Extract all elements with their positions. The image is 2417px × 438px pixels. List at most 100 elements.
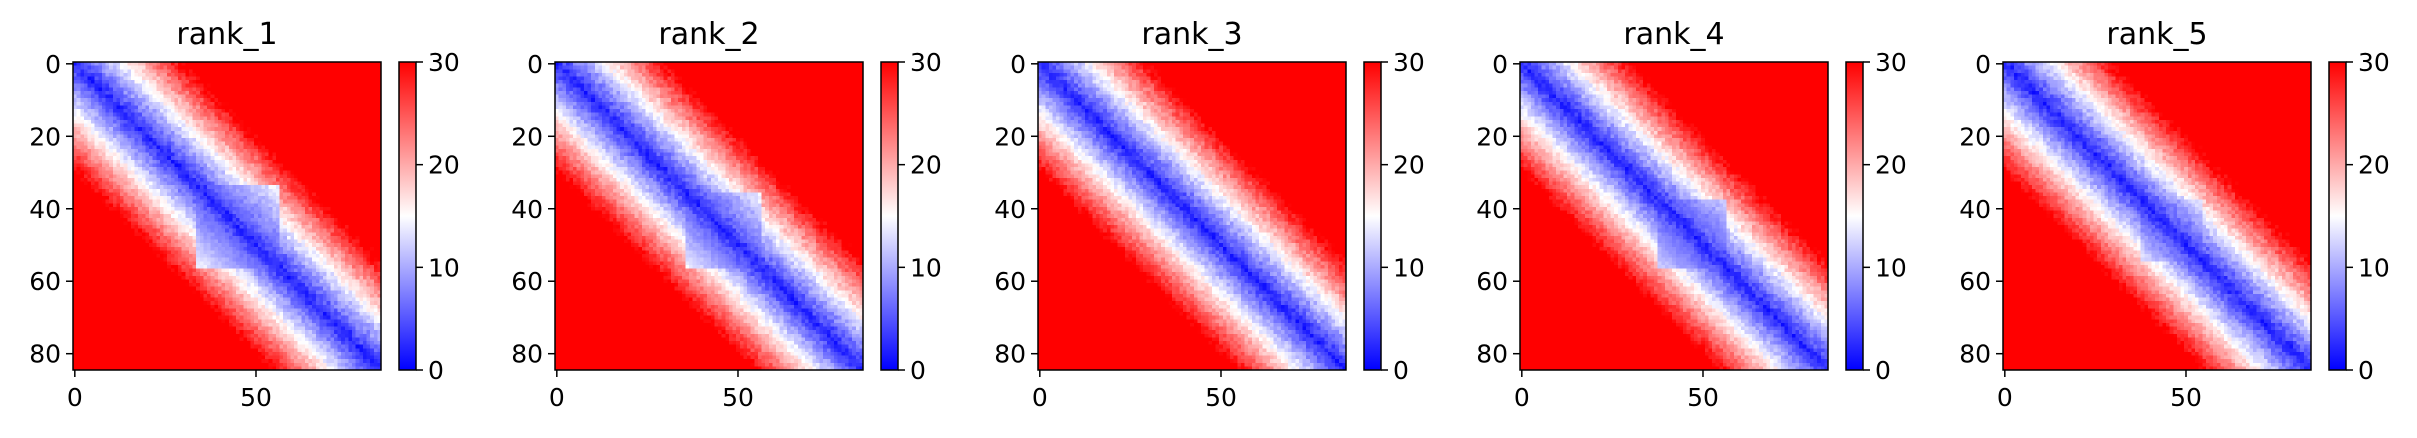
heatmap-cell: [243, 109, 247, 113]
heatmap-cell: [323, 236, 327, 240]
heatmap-cell: [185, 167, 189, 171]
heatmap-cell: [363, 225, 367, 229]
heatmap-cell: [287, 225, 291, 229]
heatmap-cell: [323, 124, 327, 128]
heatmap-cell: [80, 69, 84, 73]
heatmap-cell: [218, 84, 222, 88]
heatmap-cell: [222, 116, 226, 120]
heatmap-cell: [269, 182, 273, 186]
heatmap-cell: [142, 247, 146, 251]
heatmap-cell: [124, 116, 128, 120]
heatmap-cell: [135, 236, 139, 240]
heatmap-cell: [334, 116, 338, 120]
heatmap-cell: [352, 124, 356, 128]
heatmap-cell: [269, 80, 273, 84]
heatmap-cell: [283, 185, 287, 189]
heatmap-cell: [98, 189, 102, 193]
heatmap-cell: [323, 145, 327, 149]
heatmap-cell: [131, 254, 135, 258]
heatmap-cell: [247, 240, 251, 244]
heatmap-cell: [374, 203, 378, 207]
heatmap-cell: [251, 221, 255, 225]
heatmap-cell: [203, 84, 207, 88]
heatmap-cell: [127, 167, 131, 171]
heatmap-cell: [280, 120, 284, 124]
heatmap-cell: [287, 66, 291, 70]
heatmap-cell: [370, 200, 374, 204]
heatmap-cell: [251, 182, 255, 186]
heatmap-cell: [258, 98, 262, 102]
heatmap-cell: [214, 91, 218, 95]
heatmap-cell: [236, 218, 240, 222]
heatmap-cell: [203, 225, 207, 229]
heatmap-cell: [138, 243, 142, 247]
heatmap-cell: [356, 232, 360, 236]
heatmap-cell: [98, 109, 102, 113]
heatmap-cell: [203, 113, 207, 117]
heatmap-cell: [211, 105, 215, 109]
heatmap-cell: [243, 113, 247, 117]
heatmap-cell: [222, 127, 226, 131]
heatmap-cell: [359, 232, 363, 236]
heatmap-cell: [258, 247, 262, 251]
heatmap-cell: [193, 98, 197, 102]
heatmap-cell: [265, 105, 269, 109]
heatmap-cell: [160, 178, 164, 182]
heatmap-cell: [367, 200, 371, 204]
heatmap-cell: [352, 207, 356, 211]
heatmap-cell: [283, 167, 287, 171]
heatmap-cell: [135, 69, 139, 73]
heatmap-cell: [334, 134, 338, 138]
heatmap-cell: [80, 232, 84, 236]
heatmap-cell: [109, 66, 113, 70]
heatmap-cell: [251, 105, 255, 109]
heatmap-cell: [153, 73, 157, 77]
heatmap-cell: [98, 95, 102, 99]
heatmap-cell: [156, 182, 160, 186]
heatmap-cell: [189, 185, 193, 189]
heatmap-cell: [287, 127, 291, 131]
heatmap-cell: [294, 196, 298, 200]
heatmap-cell: [106, 163, 110, 167]
heatmap-cell: [356, 66, 360, 70]
heatmap-cell: [77, 225, 81, 229]
heatmap-cell: [323, 229, 327, 233]
heatmap-cell: [149, 243, 153, 247]
heatmap-cell: [327, 142, 331, 146]
heatmap-cell: [84, 240, 88, 244]
heatmap-cell: [127, 153, 131, 157]
heatmap-cell: [359, 189, 363, 193]
heatmap-cell: [287, 131, 291, 135]
heatmap-cell: [98, 80, 102, 84]
heatmap-cell: [200, 200, 204, 204]
heatmap-cell: [185, 116, 189, 120]
heatmap-cell: [290, 160, 294, 164]
heatmap-cell: [185, 232, 189, 236]
heatmap-cell: [182, 182, 186, 186]
heatmap-cell: [135, 218, 139, 222]
heatmap-cell: [370, 192, 374, 196]
heatmap-cell: [301, 105, 305, 109]
heatmap-cell: [247, 95, 251, 99]
heatmap-cell: [142, 178, 146, 182]
heatmap-cell: [330, 214, 334, 218]
heatmap-cell: [247, 182, 251, 186]
heatmap-cell: [156, 142, 160, 146]
heatmap-cell: [319, 116, 323, 120]
heatmap-cell: [95, 221, 99, 225]
heatmap-cell: [214, 203, 218, 207]
heatmap-cell: [106, 109, 110, 113]
heatmap-cell: [243, 145, 247, 149]
heatmap-cell: [95, 76, 99, 80]
heatmap-cell: [113, 218, 117, 222]
heatmap-cell: [338, 250, 342, 254]
heatmap-cell: [258, 196, 262, 200]
heatmap-cell: [193, 113, 197, 117]
heatmap-cell: [356, 192, 360, 196]
heatmap-cell: [283, 182, 287, 186]
heatmap-cell: [87, 149, 91, 153]
heatmap-cell: [363, 87, 367, 91]
heatmap-cell: [283, 153, 287, 157]
heatmap-cell: [149, 66, 153, 70]
heatmap-cell: [102, 174, 106, 178]
